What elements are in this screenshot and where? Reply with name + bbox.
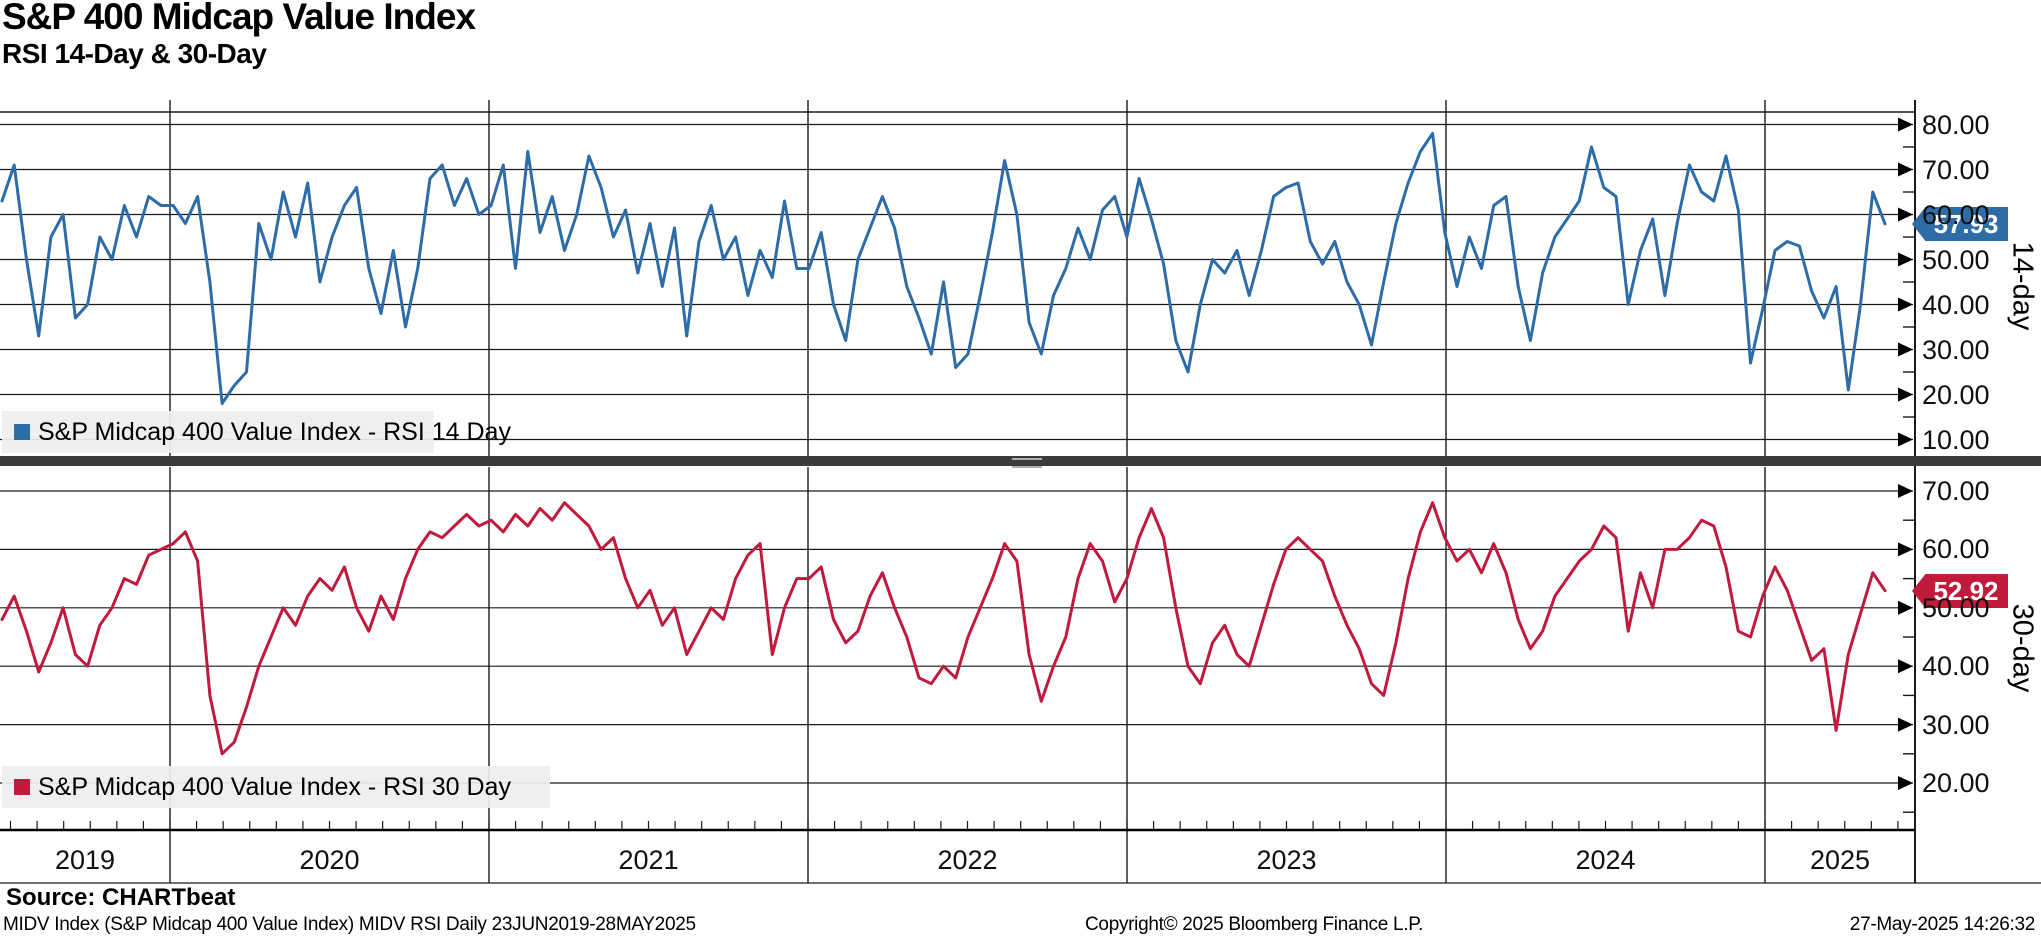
copyright-text: Copyright© 2025 Bloomberg Finance L.P. xyxy=(1085,914,1424,935)
x-axis-year-label: 2025 xyxy=(1809,845,1871,875)
index-description: MIDV Index (S&P Midcap 400 Value Index) … xyxy=(3,914,696,935)
rsi30-last-value: 52.92 xyxy=(1933,575,1999,606)
y-axis-tick-label: 10.00 xyxy=(1922,424,1990,455)
y-axis-tick-label: 70.00 xyxy=(1922,476,1990,506)
source-label: Source: CHARTbeat xyxy=(6,884,236,911)
y-axis-tick-label: 70.00 xyxy=(1922,154,1990,185)
y-axis-tick-label: 50.00 xyxy=(1922,244,1990,275)
x-axis-year-label: 2022 xyxy=(937,845,998,875)
legend-swatch-rsi14 xyxy=(14,424,30,440)
x-axis-year-label: 2020 xyxy=(299,845,360,875)
x-axis-year-label: 2024 xyxy=(1575,845,1636,875)
rsi14-last-value-badge: 57.93 xyxy=(1912,207,2008,241)
legend-rsi30[interactable]: S&P Midcap 400 Value Index - RSI 30 Day xyxy=(2,766,550,808)
timestamp-text: 27-May-2025 14:26:32 xyxy=(1849,914,2036,935)
legend-label-rsi14: S&P Midcap 400 Value Index - RSI 14 Day xyxy=(38,417,511,446)
legend-label-rsi30: S&P Midcap 400 Value Index - RSI 30 Day xyxy=(38,772,511,801)
y-axis-tick-label: 80.00 xyxy=(1922,109,1990,140)
y-axis-tick-label: 40.00 xyxy=(1922,651,1990,682)
y-axis-tick-label: 50.00 xyxy=(1922,592,1990,623)
y-axis-tick-label: 30.00 xyxy=(1922,334,1990,365)
y-axis-tick-label: 40.00 xyxy=(1922,289,1990,320)
page-title: S&P 400 Midcap Value Index xyxy=(2,0,476,37)
x-axis-year-label: 2023 xyxy=(1256,845,1317,875)
legend-swatch-rsi30 xyxy=(14,779,30,795)
legend-rsi14[interactable]: S&P Midcap 400 Value Index - RSI 14 Day xyxy=(2,411,511,453)
rsi14-last-value: 57.93 xyxy=(1933,208,1999,239)
rsi30-last-value-badge: 52.92 xyxy=(1912,574,2008,608)
y-axis-tick-label: 60.00 xyxy=(1922,199,1990,230)
y-axis-tick-label: 20.00 xyxy=(1922,768,1990,798)
y-axis-tick-label: 20.00 xyxy=(1922,379,1990,410)
x-axis-year-label: 2021 xyxy=(618,845,679,875)
x-axis-year-label: 2019 xyxy=(54,845,116,875)
y-axis-tick-label: 60.00 xyxy=(1922,534,1990,565)
y-axis-tick-label: 30.00 xyxy=(1922,709,1990,740)
panel-splitter-handle-icon[interactable] xyxy=(1012,458,1042,468)
page-subtitle: RSI 14-Day & 30-Day xyxy=(2,38,267,69)
